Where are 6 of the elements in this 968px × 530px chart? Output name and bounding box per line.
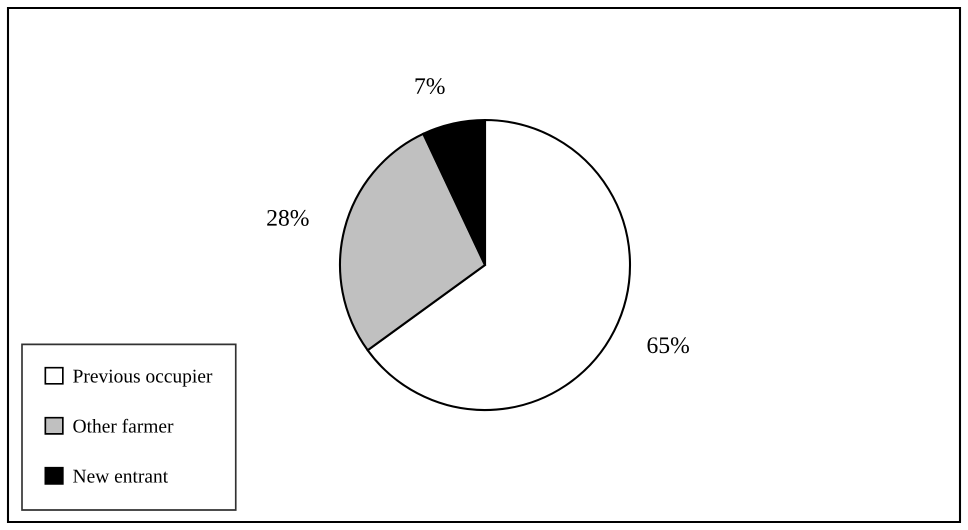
- legend-label: Other farmer: [73, 418, 174, 433]
- data-label: 7%: [416, 78, 445, 94]
- data-label: 65%: [648, 337, 689, 354]
- data-label: 28%: [267, 210, 309, 226]
- legend-label: New entrant: [73, 470, 168, 483]
- legend-label: Previous occupier: [73, 370, 212, 387]
